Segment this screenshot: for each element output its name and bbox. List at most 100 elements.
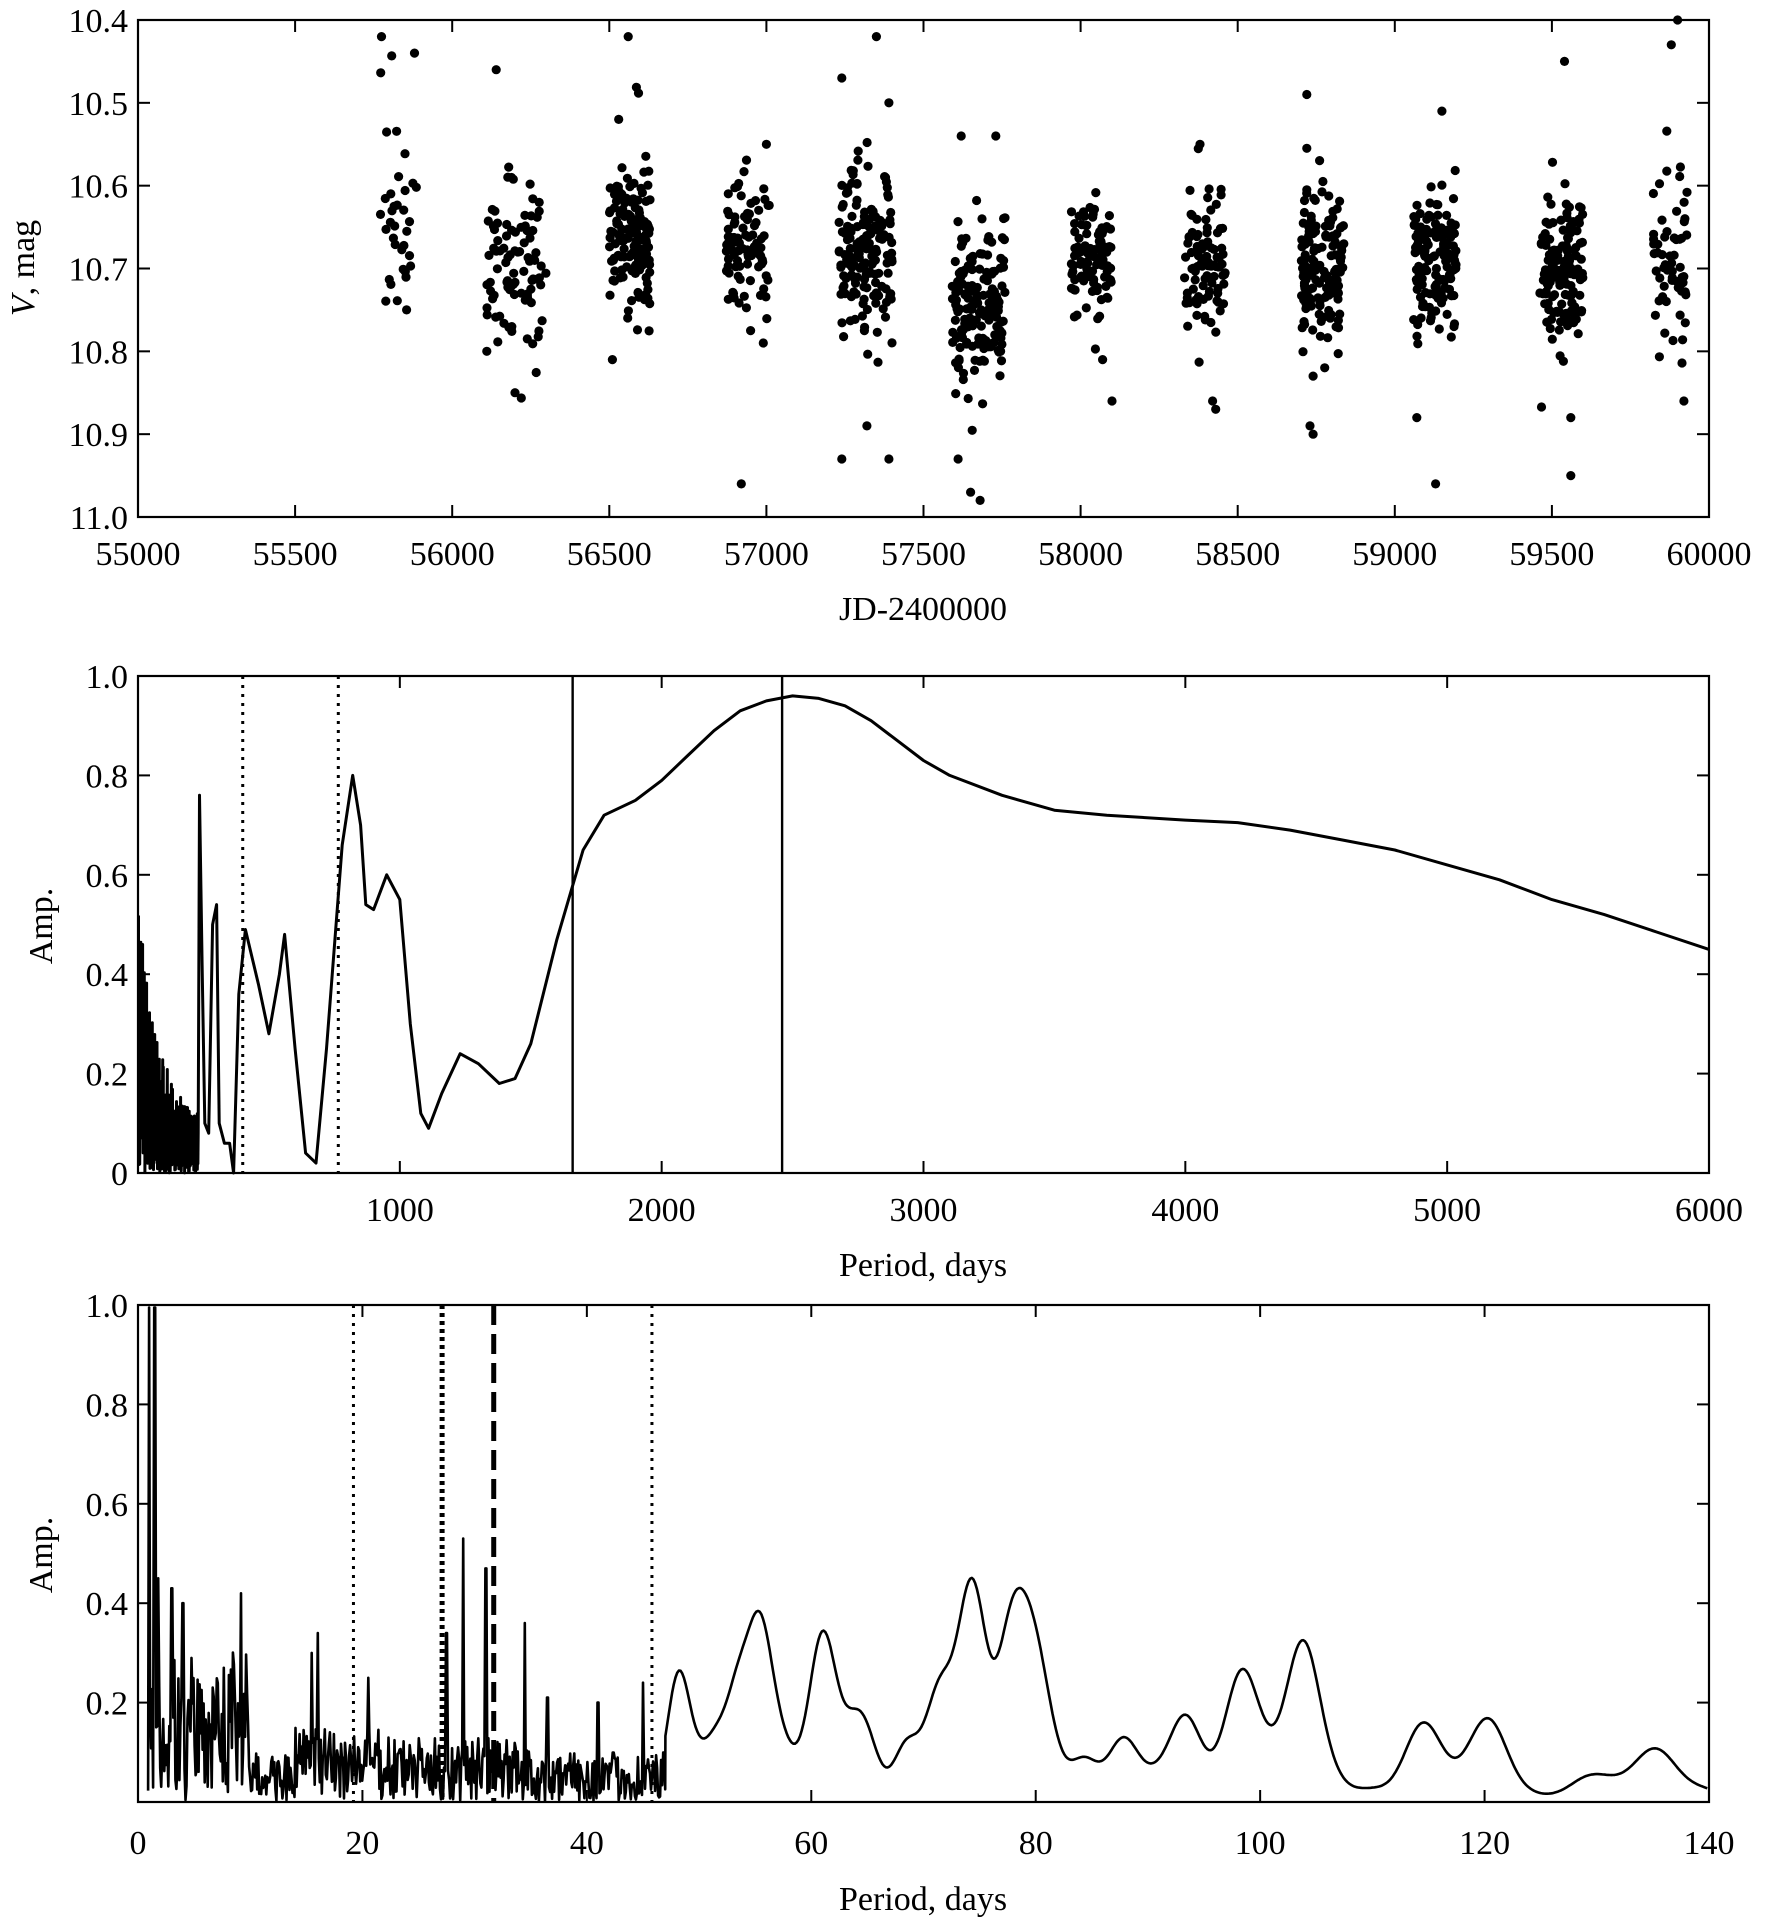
- light-curve-frame: [136, 18, 1711, 519]
- data-point: [951, 389, 961, 399]
- data-point: [885, 215, 895, 225]
- data-point: [862, 231, 872, 241]
- x-tick-label: 1000: [366, 1192, 434, 1229]
- data-point: [1085, 251, 1095, 261]
- data-point: [631, 236, 642, 246]
- data-point: [721, 246, 732, 256]
- data-point: [1326, 310, 1336, 320]
- data-point: [623, 306, 634, 316]
- data-point: [1315, 156, 1325, 166]
- data-point: [635, 216, 645, 226]
- data-point: [1318, 176, 1328, 187]
- data-point: [1543, 192, 1553, 202]
- data-point: [1321, 232, 1331, 242]
- data-point: [536, 261, 546, 271]
- data-point: [1675, 171, 1685, 182]
- data-point: [1190, 275, 1200, 285]
- data-point: [1548, 218, 1558, 228]
- data-point: [1451, 246, 1461, 256]
- data-point: [853, 155, 863, 165]
- data-point: [958, 374, 968, 385]
- data-point: [874, 268, 884, 278]
- data-point: [1297, 235, 1307, 245]
- data-point: [837, 318, 847, 328]
- data-point: [1679, 396, 1689, 406]
- y-tick-label: 0.6: [86, 1487, 129, 1524]
- data-point: [499, 243, 509, 253]
- data-point: [515, 247, 525, 257]
- data-point: [1417, 267, 1427, 277]
- data-point: [734, 246, 744, 256]
- data-point: [1211, 327, 1221, 337]
- data-point: [1569, 270, 1579, 280]
- data-point: [1338, 263, 1348, 273]
- x-tick-label: 140: [1684, 1825, 1735, 1862]
- y-tick-label: 1.0: [86, 659, 129, 696]
- data-point: [995, 371, 1005, 381]
- short-period-y-tick-labels: 0.2 0.4 0.6 0.8 1.0: [86, 1288, 129, 1723]
- data-point: [997, 233, 1008, 243]
- data-point: [1336, 243, 1347, 253]
- data-point: [978, 309, 988, 319]
- data-point: [1557, 299, 1567, 309]
- y-tick-label: 0.2: [86, 1686, 129, 1723]
- data-point: [397, 245, 407, 255]
- data-point: [1571, 251, 1581, 261]
- data-point: [530, 255, 540, 265]
- data-point: [887, 257, 897, 267]
- data-point: [948, 337, 958, 347]
- data-point: [1574, 202, 1585, 212]
- data-point: [1104, 211, 1114, 221]
- data-point: [1185, 185, 1195, 195]
- data-point: [630, 243, 640, 253]
- data-point: [1412, 331, 1422, 341]
- data-point: [1680, 318, 1690, 328]
- data-point: [1183, 321, 1193, 331]
- data-point: [979, 274, 989, 284]
- data-point: [384, 274, 394, 285]
- data-point: [1311, 275, 1321, 285]
- data-point: [886, 289, 896, 299]
- data-point: [995, 263, 1005, 273]
- data-point: [1087, 286, 1097, 296]
- data-point: [736, 479, 746, 489]
- data-point: [1187, 210, 1197, 220]
- data-point: [1297, 242, 1307, 252]
- data-point: [1661, 296, 1671, 307]
- data-point: [843, 187, 853, 197]
- data-point: [853, 146, 863, 156]
- data-point: [1310, 195, 1320, 205]
- data-point: [492, 218, 503, 228]
- data-point: [624, 252, 635, 262]
- data-point: [1562, 243, 1572, 253]
- data-point: [491, 65, 501, 75]
- data-point: [996, 253, 1006, 263]
- light-curve-x-axis-label: JD-2400000: [839, 591, 1007, 628]
- data-point: [863, 161, 873, 171]
- light-curve-panel: 55000 55500 56000 56500 57000 57500 58000 58500…: [5, 3, 1752, 628]
- data-point: [1561, 308, 1571, 318]
- data-point: [840, 289, 850, 299]
- data-point: [1309, 256, 1319, 266]
- data-point: [1650, 310, 1660, 320]
- data-point: [1566, 413, 1576, 423]
- data-point: [1308, 429, 1318, 439]
- data-point: [851, 200, 861, 210]
- data-point: [1095, 227, 1105, 237]
- data-point: [1335, 196, 1345, 206]
- x-tick-label: 6000: [1675, 1192, 1743, 1229]
- long-period-frame: [136, 674, 1711, 1175]
- data-point: [509, 268, 519, 278]
- data-point: [1677, 358, 1687, 368]
- data-point: [745, 276, 756, 286]
- data-point: [1662, 265, 1672, 275]
- data-point: [485, 277, 495, 287]
- data-point: [994, 347, 1004, 357]
- data-point: [1194, 357, 1204, 367]
- data-point: [1412, 246, 1422, 256]
- data-point: [1424, 302, 1434, 312]
- data-point: [756, 259, 767, 269]
- data-point: [1088, 212, 1098, 222]
- data-point: [1536, 238, 1546, 248]
- data-point: [968, 251, 978, 261]
